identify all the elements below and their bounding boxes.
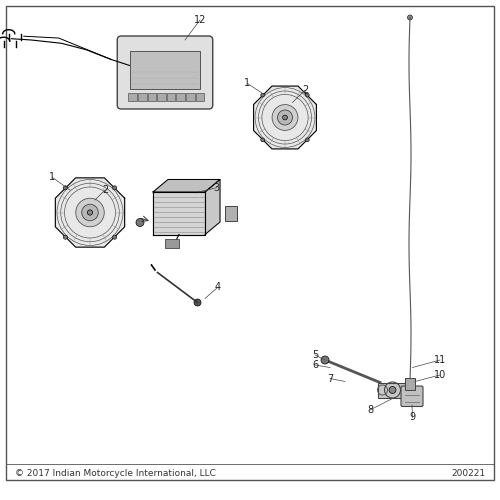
Bar <box>378 382 405 398</box>
Text: 7: 7 <box>327 374 333 384</box>
Bar <box>405 378 415 390</box>
Circle shape <box>76 198 104 227</box>
Circle shape <box>112 186 116 190</box>
Circle shape <box>272 104 298 130</box>
Text: 8: 8 <box>367 405 373 415</box>
Bar <box>165 239 179 248</box>
Text: 2: 2 <box>102 185 108 195</box>
Bar <box>128 93 137 101</box>
Polygon shape <box>205 180 220 234</box>
Circle shape <box>306 94 309 97</box>
FancyBboxPatch shape <box>401 386 423 406</box>
Bar <box>196 93 204 101</box>
Text: 5: 5 <box>312 350 318 360</box>
Bar <box>148 93 156 101</box>
Bar <box>186 93 195 101</box>
Circle shape <box>282 115 288 120</box>
Circle shape <box>278 110 292 125</box>
Circle shape <box>82 204 98 221</box>
Text: 2: 2 <box>302 85 308 95</box>
Text: 11: 11 <box>434 355 446 365</box>
Text: 10: 10 <box>434 370 446 380</box>
Bar <box>157 93 166 101</box>
Text: 1: 1 <box>50 172 56 182</box>
Text: 12: 12 <box>194 15 206 25</box>
Bar <box>130 52 200 89</box>
Circle shape <box>389 386 396 394</box>
Circle shape <box>408 15 412 20</box>
Polygon shape <box>56 178 124 247</box>
Bar <box>138 93 146 101</box>
Text: © 2017 Indian Motorcycle International, LLC: © 2017 Indian Motorcycle International, … <box>15 468 216 477</box>
Circle shape <box>112 235 116 239</box>
Circle shape <box>88 210 92 215</box>
Circle shape <box>136 218 144 226</box>
Circle shape <box>64 235 68 239</box>
Circle shape <box>194 299 201 306</box>
Circle shape <box>321 356 329 364</box>
Circle shape <box>261 94 264 97</box>
FancyBboxPatch shape <box>117 36 213 109</box>
Polygon shape <box>254 86 316 149</box>
Polygon shape <box>153 192 205 234</box>
Text: 4: 4 <box>214 282 220 292</box>
Text: 6: 6 <box>312 360 318 370</box>
Circle shape <box>261 138 264 141</box>
Bar <box>176 93 185 101</box>
Text: 1: 1 <box>244 78 250 88</box>
Text: 200221: 200221 <box>451 468 485 477</box>
Circle shape <box>306 138 309 141</box>
Circle shape <box>64 186 68 190</box>
Bar <box>167 93 175 101</box>
Text: 3: 3 <box>214 182 220 192</box>
Bar <box>225 206 237 221</box>
Text: 9: 9 <box>410 412 416 422</box>
Polygon shape <box>153 180 220 192</box>
